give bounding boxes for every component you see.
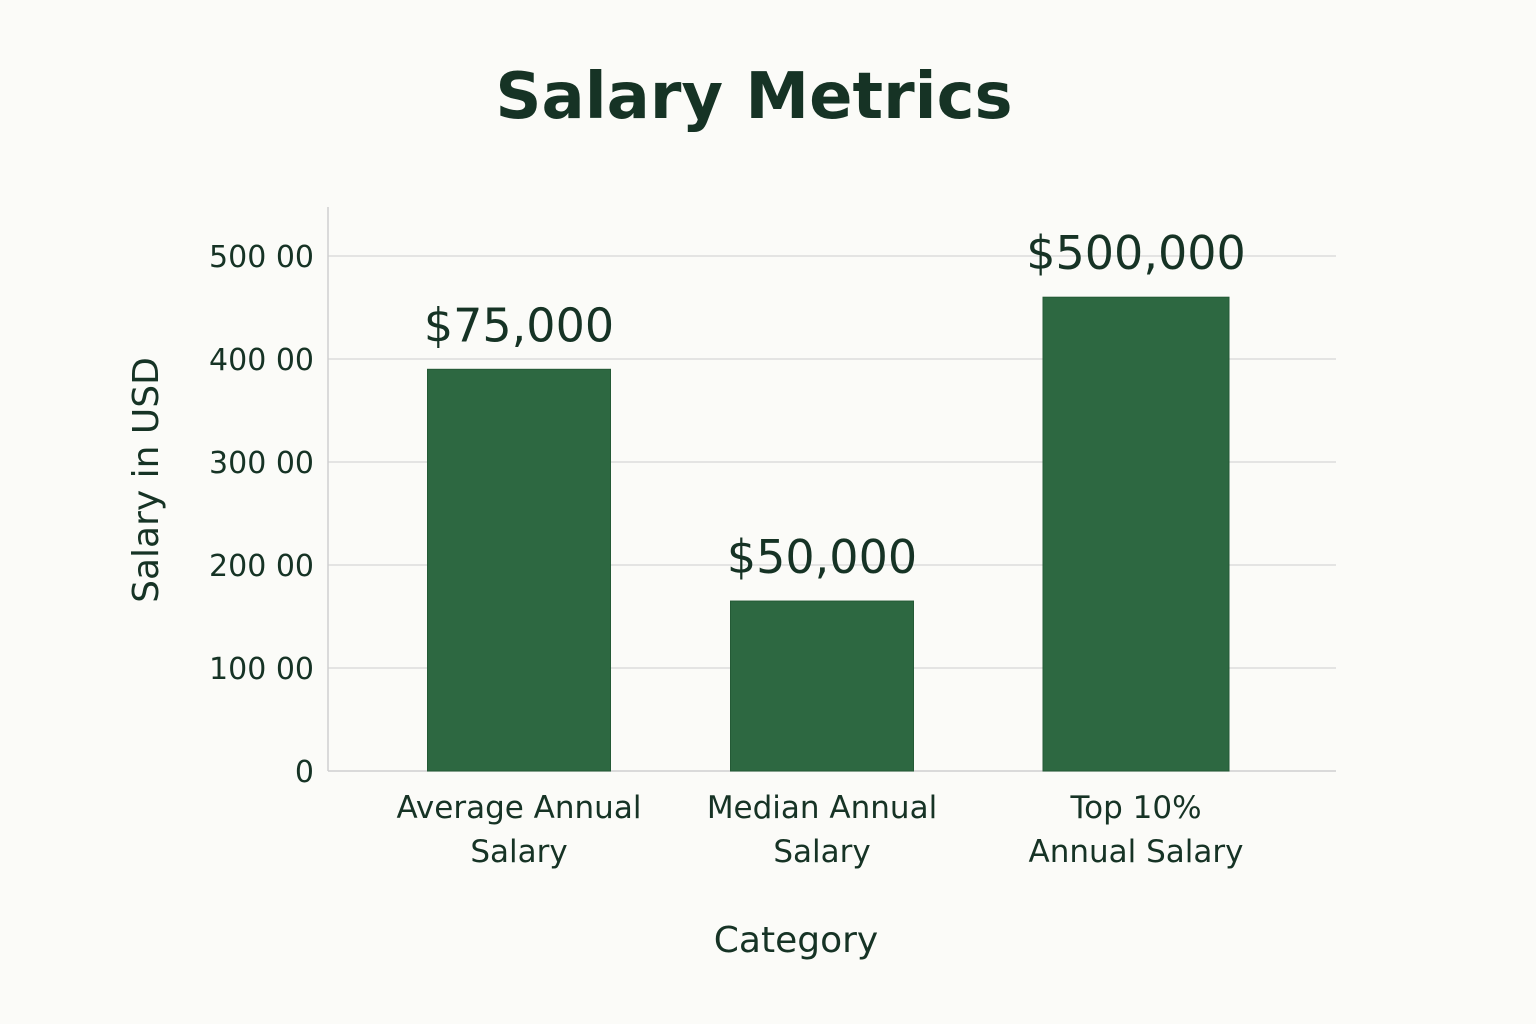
y-tick-label: 200 00 bbox=[209, 549, 314, 584]
x-axis-title: Category bbox=[714, 920, 878, 961]
y-tick-label: 100 00 bbox=[209, 652, 314, 687]
labels: 0 100 00 200 00 300 00 400 00 500 00 $75,000 Av… bbox=[209, 226, 1246, 870]
y-tick-label: 400 00 bbox=[209, 343, 314, 378]
x-tick-label-line: Salary bbox=[773, 834, 870, 870]
x-tick-label-line: Annual Salary bbox=[1029, 834, 1244, 870]
bar-value-label: $50,000 bbox=[727, 530, 917, 584]
x-tick-label-line: Average Annual bbox=[397, 790, 642, 826]
x-tick-label: Top 10% Annual Salary bbox=[1029, 790, 1244, 870]
y-tick-label: 300 00 bbox=[209, 446, 314, 481]
x-tick-label: Average Annual Salary bbox=[397, 790, 642, 870]
bars bbox=[427, 296, 1230, 772]
x-tick-label-line: Top 10% bbox=[1069, 790, 1201, 826]
chart-title: Salary Metrics bbox=[495, 60, 1012, 134]
y-tick-label: 0 bbox=[295, 755, 314, 790]
x-tick-label-line: Salary bbox=[470, 834, 567, 870]
bar bbox=[730, 600, 914, 772]
x-tick-label: Median Annual Salary bbox=[707, 790, 937, 870]
y-tick-label: 500 00 bbox=[209, 240, 314, 275]
bar-value-label: $500,000 bbox=[1026, 226, 1246, 280]
x-tick-label-line: Median Annual bbox=[707, 790, 937, 826]
bar bbox=[427, 368, 611, 772]
bar bbox=[1042, 296, 1230, 772]
bar-value-label: $75,000 bbox=[424, 298, 614, 352]
y-axis-title: Salary in USD bbox=[126, 357, 167, 603]
